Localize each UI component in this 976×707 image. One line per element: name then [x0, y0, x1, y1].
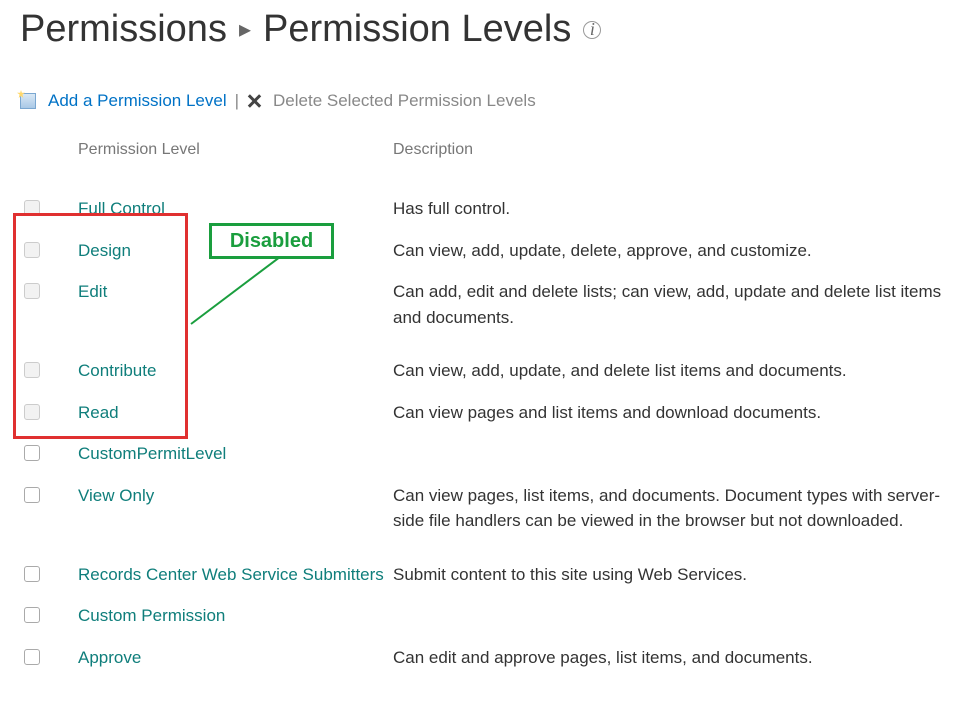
permission-level-link[interactable]: Contribute — [78, 361, 156, 380]
table-row: Contribute Can view, add, update, and del… — [20, 351, 956, 393]
table-row: Design Can view, add, update, delete, app… — [20, 231, 956, 273]
table-row: Read Can view pages and list items and do… — [20, 393, 956, 435]
header-desc: Description — [393, 141, 956, 159]
toolbar: Add a Permission Level | Delete Selected… — [20, 91, 956, 141]
breadcrumb: Permissions ▸ Permission Levels i — [20, 0, 956, 91]
info-icon[interactable]: i — [583, 21, 601, 39]
table-row: Approve Can edit and approve pages, list … — [20, 638, 956, 680]
permission-level-link[interactable]: Approve — [78, 648, 141, 667]
permission-level-link[interactable]: Custom Permission — [78, 606, 225, 625]
chevron-right-icon: ▸ — [239, 15, 251, 44]
row-checkbox — [24, 404, 40, 420]
row-checkbox — [24, 362, 40, 378]
row-checkbox[interactable] — [24, 487, 40, 503]
permission-level-description: Can add, edit and delete lists; can view… — [393, 279, 956, 330]
table-row: View Only Can view pages, list items, and… — [20, 476, 956, 541]
table-row: Edit Can add, edit and delete lists; can … — [20, 272, 956, 337]
row-checkbox — [24, 200, 40, 216]
permission-level-description: Can view pages, list items, and document… — [393, 483, 956, 534]
permission-level-description: Can edit and approve pages, list items, … — [393, 645, 956, 671]
add-icon — [20, 93, 36, 109]
row-checkbox[interactable] — [24, 445, 40, 461]
table-row: Full Control Has full control. — [20, 189, 956, 231]
permission-level-description: Can view, add, update, delete, approve, … — [393, 238, 956, 264]
table-row: Records Center Web Service Submitters Sub… — [20, 555, 956, 597]
permission-level-link[interactable]: CustomPermitLevel — [78, 444, 226, 463]
permission-level-link[interactable]: Edit — [78, 282, 107, 301]
row-checkbox[interactable] — [24, 607, 40, 623]
permission-level-description: Has full control. — [393, 196, 956, 222]
delete-icon — [247, 94, 261, 108]
table-row: CustomPermitLevel — [20, 434, 956, 476]
permission-level-link[interactable]: Read — [78, 403, 119, 422]
page-title: Permission Levels — [263, 8, 571, 51]
row-checkbox — [24, 242, 40, 258]
delete-selected-link: Delete Selected Permission Levels — [273, 91, 536, 111]
permission-level-link[interactable]: View Only — [78, 486, 154, 505]
permission-levels-table: Permission Level Description Full Contro… — [20, 141, 956, 679]
toolbar-separator: | — [235, 91, 239, 111]
row-checkbox[interactable] — [24, 566, 40, 582]
permission-level-description: Can view pages and list items and downlo… — [393, 400, 956, 426]
row-checkbox[interactable] — [24, 649, 40, 665]
permission-level-description: Can view, add, update, and delete list i… — [393, 358, 956, 384]
add-permission-level-link[interactable]: Add a Permission Level — [48, 91, 227, 111]
permission-level-link[interactable]: Records Center Web Service Submitters — [78, 565, 384, 584]
header-name: Permission Level — [78, 141, 393, 159]
row-checkbox — [24, 283, 40, 299]
breadcrumb-parent[interactable]: Permissions — [20, 8, 227, 51]
permission-level-link[interactable]: Design — [78, 241, 131, 260]
permission-level-link[interactable]: Full Control — [78, 199, 165, 218]
permission-level-description: Submit content to this site using Web Se… — [393, 562, 956, 588]
table-row: Custom Permission — [20, 596, 956, 638]
table-header: Permission Level Description — [20, 141, 956, 189]
